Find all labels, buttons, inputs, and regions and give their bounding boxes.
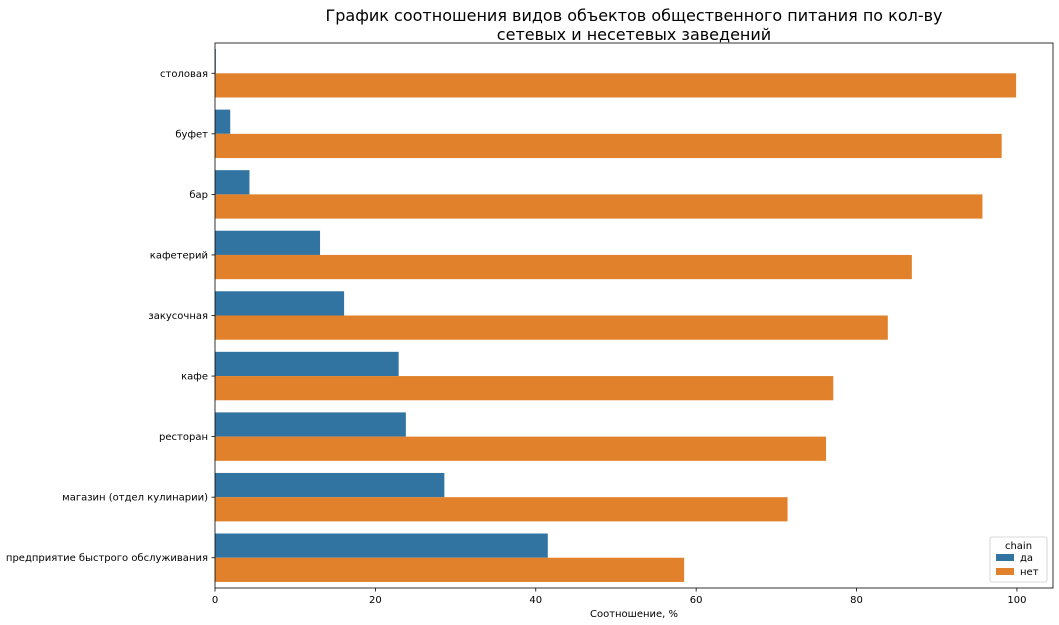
bar-net-4 — [215, 315, 888, 340]
legend-swatch — [996, 554, 1014, 561]
legend-label: да — [1020, 553, 1033, 564]
plot-frame — [214, 42, 1054, 589]
legend-label: нет — [1020, 567, 1039, 578]
bar-da-3 — [215, 230, 321, 255]
bar-net-7 — [215, 497, 788, 522]
bar-da-5 — [215, 351, 399, 377]
y-tick-label: столовая — [160, 69, 208, 80]
bar-da-0 — [215, 49, 216, 74]
x-tick-label: 80 — [850, 595, 863, 606]
y-tick-label: магазин (отдел кулинарии) — [62, 493, 208, 504]
y-tick-label: кафетерий — [150, 250, 208, 261]
x-tick-label: 0 — [212, 595, 218, 606]
bar-net-1 — [215, 133, 1002, 159]
bar-da-1 — [215, 109, 231, 134]
x-tick-label: 20 — [369, 595, 382, 606]
bars-layer — [215, 49, 1017, 582]
y-tick-label: кафе — [181, 372, 208, 383]
legend-title: chain — [1005, 541, 1032, 552]
bar-da-4 — [215, 291, 345, 316]
x-tick-label: 40 — [529, 595, 542, 606]
y-axis-ticks: столовая буфет бар кафетерий закусочная кафе р… — [6, 69, 215, 564]
bar-net-5 — [215, 376, 834, 401]
chart-title: График соотношения видов объектов общест… — [325, 6, 943, 44]
bar-da-7 — [215, 472, 445, 498]
x-axis-ticks: 0 20 40 60 80 100 — [212, 588, 1026, 606]
bar-net-6 — [215, 436, 827, 461]
bar-net-8 — [215, 557, 685, 582]
y-tick-label: закусочная — [148, 311, 208, 322]
y-tick-label: предприятие быстрого обслуживания — [6, 553, 208, 564]
bar-da-6 — [215, 412, 406, 437]
y-tick-label: бар — [189, 190, 208, 201]
legend: chain да нет — [989, 536, 1048, 583]
x-axis-label: Соотношение, % — [590, 609, 678, 620]
x-tick-label: 60 — [690, 595, 703, 606]
bar-da-8 — [215, 533, 548, 558]
y-tick-label: буфет — [175, 129, 208, 140]
bar-net-2 — [215, 194, 983, 219]
legend-swatch — [996, 568, 1014, 575]
bar-da-2 — [215, 170, 250, 195]
y-tick-label: ресторан — [159, 432, 208, 443]
bar-net-0 — [215, 73, 1017, 98]
x-tick-label: 100 — [1007, 595, 1026, 606]
bar-net-3 — [215, 254, 912, 280]
